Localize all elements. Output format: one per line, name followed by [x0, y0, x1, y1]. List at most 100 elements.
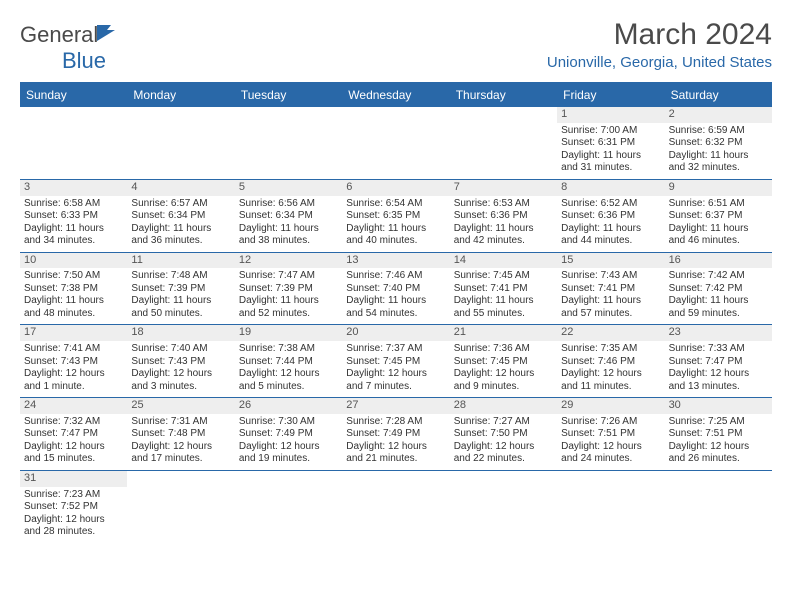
calendar-cell: 24Sunrise: 7:32 AMSunset: 7:47 PMDayligh… [20, 398, 127, 471]
daylight1-text: Daylight: 11 hours [561, 295, 660, 308]
daylight2-text: and 3 minutes. [131, 381, 230, 394]
daylight2-text: and 21 minutes. [346, 453, 445, 466]
daylight1-text: Daylight: 11 hours [346, 223, 445, 236]
daylight1-text: Daylight: 11 hours [669, 295, 768, 308]
sunrise-text: Sunrise: 6:58 AM [24, 198, 123, 211]
sunset-text: Sunset: 7:51 PM [561, 428, 660, 441]
daylight2-text: and 57 minutes. [561, 308, 660, 321]
daylight1-text: Daylight: 11 hours [454, 295, 553, 308]
daylight2-text: and 52 minutes. [239, 308, 338, 321]
day-number: 14 [450, 253, 557, 269]
flag-icon [96, 22, 116, 40]
day-number: 7 [450, 180, 557, 196]
sunset-text: Sunset: 7:38 PM [24, 283, 123, 296]
daylight1-text: Daylight: 12 hours [346, 441, 445, 454]
day-number: 10 [20, 253, 127, 269]
sunrise-text: Sunrise: 7:28 AM [346, 416, 445, 429]
calendar-cell: 1Sunrise: 7:00 AMSunset: 6:31 PMDaylight… [557, 107, 664, 180]
sunrise-text: Sunrise: 7:47 AM [239, 270, 338, 283]
sunrise-text: Sunrise: 6:56 AM [239, 198, 338, 211]
day-header: Friday [557, 83, 664, 107]
sunset-text: Sunset: 7:43 PM [131, 356, 230, 369]
sunset-text: Sunset: 7:49 PM [346, 428, 445, 441]
sunset-text: Sunset: 7:39 PM [131, 283, 230, 296]
empty-cell [665, 471, 772, 543]
sunset-text: Sunset: 7:41 PM [561, 283, 660, 296]
sunset-text: Sunset: 7:45 PM [454, 356, 553, 369]
sunset-text: Sunset: 6:32 PM [669, 137, 768, 150]
day-header: Thursday [450, 83, 557, 107]
daylight1-text: Daylight: 11 hours [454, 223, 553, 236]
sunset-text: Sunset: 7:44 PM [239, 356, 338, 369]
calendar-cell: 23Sunrise: 7:33 AMSunset: 7:47 PMDayligh… [665, 325, 772, 398]
sunrise-text: Sunrise: 7:46 AM [346, 270, 445, 283]
logo-text: GeneralBlue [20, 22, 116, 74]
sunset-text: Sunset: 7:45 PM [346, 356, 445, 369]
day-number: 6 [342, 180, 449, 196]
sunrise-text: Sunrise: 7:43 AM [561, 270, 660, 283]
daylight2-text: and 7 minutes. [346, 381, 445, 394]
daylight1-text: Daylight: 11 hours [561, 150, 660, 163]
sunrise-text: Sunrise: 7:38 AM [239, 343, 338, 356]
day-header: Monday [127, 83, 234, 107]
daylight2-text: and 17 minutes. [131, 453, 230, 466]
sunrise-text: Sunrise: 7:40 AM [131, 343, 230, 356]
calendar-cell: 5Sunrise: 6:56 AMSunset: 6:34 PMDaylight… [235, 180, 342, 253]
calendar-cell: 6Sunrise: 6:54 AMSunset: 6:35 PMDaylight… [342, 180, 449, 253]
daylight2-text: and 9 minutes. [454, 381, 553, 394]
calendar-cell: 7Sunrise: 6:53 AMSunset: 6:36 PMDaylight… [450, 180, 557, 253]
calendar-cell: 16Sunrise: 7:42 AMSunset: 7:42 PMDayligh… [665, 253, 772, 326]
daylight2-text: and 48 minutes. [24, 308, 123, 321]
empty-cell [235, 471, 342, 543]
sunrise-text: Sunrise: 7:23 AM [24, 489, 123, 502]
daylight2-text: and 54 minutes. [346, 308, 445, 321]
daylight1-text: Daylight: 11 hours [669, 150, 768, 163]
calendar-cell: 18 Sunrise: 7:40 AMSunset: 7:43 PMDayligh… [127, 325, 234, 398]
day-number: 16 [665, 253, 772, 269]
sunset-text: Sunset: 7:41 PM [454, 283, 553, 296]
sunset-text: Sunset: 6:31 PM [561, 137, 660, 150]
day-number: 3 [20, 180, 127, 196]
sunrise-text: Sunrise: 7:41 AM [24, 343, 123, 356]
day-number: 11 [127, 253, 234, 269]
day-number: 18 [127, 325, 234, 341]
sunrise-text: Sunrise: 7:25 AM [669, 416, 768, 429]
daylight1-text: Daylight: 12 hours [131, 368, 230, 381]
calendar-cell: 12Sunrise: 7:47 AMSunset: 7:39 PMDayligh… [235, 253, 342, 326]
day-number: 21 [450, 325, 557, 341]
daylight2-text: and 5 minutes. [239, 381, 338, 394]
day-number: 22 [557, 325, 664, 341]
sunrise-text: Sunrise: 7:37 AM [346, 343, 445, 356]
sunrise-text: Sunrise: 7:35 AM [561, 343, 660, 356]
calendar-cell: 11Sunrise: 7:48 AMSunset: 7:39 PMDayligh… [127, 253, 234, 326]
day-header: Tuesday [235, 83, 342, 107]
day-number: 30 [665, 398, 772, 414]
day-number: 4 [127, 180, 234, 196]
sunset-text: Sunset: 7:49 PM [239, 428, 338, 441]
daylight1-text: Daylight: 12 hours [24, 514, 123, 527]
daylight2-text: and 24 minutes. [561, 453, 660, 466]
empty-cell [235, 107, 342, 180]
day-number: 27 [342, 398, 449, 414]
day-number: 13 [342, 253, 449, 269]
daylight2-text: and 44 minutes. [561, 235, 660, 248]
logo: GeneralBlue [20, 22, 116, 74]
day-number: 19 [235, 325, 342, 341]
sunrise-text: Sunrise: 6:51 AM [669, 198, 768, 211]
empty-cell [450, 107, 557, 180]
daylight2-text: and 42 minutes. [454, 235, 553, 248]
day-number: 23 [665, 325, 772, 341]
sunset-text: Sunset: 7:42 PM [669, 283, 768, 296]
sunrise-text: Sunrise: 6:54 AM [346, 198, 445, 211]
day-header: Wednesday [342, 83, 449, 107]
calendar-cell: 17Sunrise: 7:41 AMSunset: 7:43 PMDayligh… [20, 325, 127, 398]
day-number: 5 [235, 180, 342, 196]
calendar-cell: 15Sunrise: 7:43 AMSunset: 7:41 PMDayligh… [557, 253, 664, 326]
sunrise-text: Sunrise: 7:26 AM [561, 416, 660, 429]
sunrise-text: Sunrise: 7:48 AM [131, 270, 230, 283]
daylight1-text: Daylight: 12 hours [24, 441, 123, 454]
calendar-cell: 3Sunrise: 6:58 AMSunset: 6:33 PMDaylight… [20, 180, 127, 253]
sunrise-text: Sunrise: 7:36 AM [454, 343, 553, 356]
calendar-cell: 31Sunrise: 7:23 AMSunset: 7:52 PMDayligh… [20, 471, 127, 543]
daylight2-text: and 59 minutes. [669, 308, 768, 321]
